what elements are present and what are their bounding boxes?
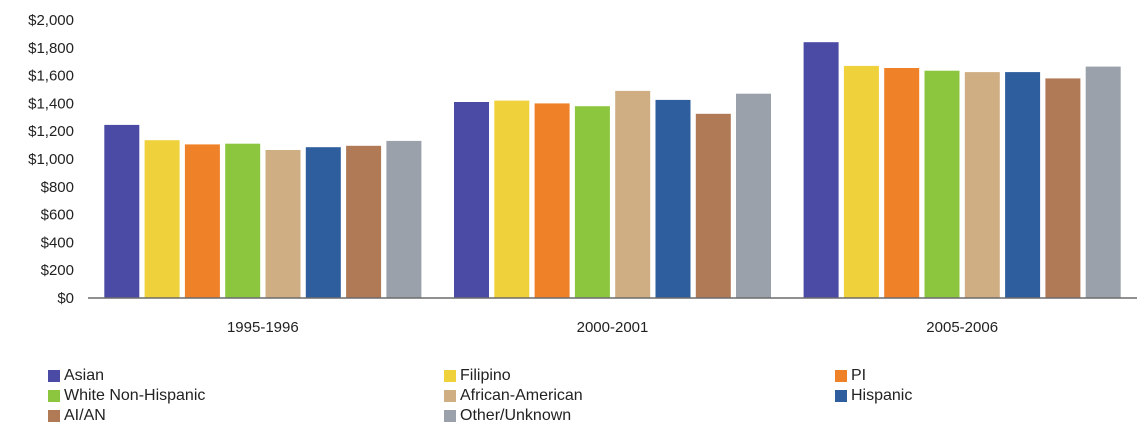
y-tick-label: $400 (41, 234, 74, 251)
y-tick-label: $1,400 (28, 95, 74, 112)
legend-label-ai-an: AI/AN (64, 407, 106, 424)
legend-item-african-american: African-American (444, 386, 583, 406)
legend-swatch-african-american (444, 390, 456, 402)
y-tick-label: $200 (41, 262, 74, 279)
legend-item-asian: Asian (48, 366, 104, 386)
y-tick-label: $1,000 (28, 151, 74, 168)
bar (494, 100, 530, 298)
bar (736, 93, 771, 298)
legend-label-african-american: African-American (460, 387, 583, 404)
bar (534, 103, 570, 299)
legend-item-ai-an: AI/AN (48, 406, 106, 426)
legend-item-other-unknown: Other/Unknown (444, 406, 571, 426)
y-tick-label: $2,000 (28, 12, 74, 29)
bar (1005, 72, 1041, 298)
bar (305, 147, 341, 298)
legend-swatch-white-non-hispanic (48, 390, 60, 402)
bar (843, 65, 879, 299)
legend-label-asian: Asian (64, 367, 105, 384)
y-tick-label: $0 (57, 290, 74, 307)
legend-item-white-non-hispanic: White Non-Hispanic (48, 386, 205, 406)
legend-label-pi: PI (851, 367, 867, 384)
legend-swatch-ai-an (48, 410, 60, 422)
bar (104, 124, 140, 299)
legend-label-filipino: Filipino (460, 367, 511, 384)
legend-item-filipino: Filipino (444, 366, 511, 386)
x-axis: 1995-1996 2000-2001 2005-2006 (227, 319, 998, 336)
bar (574, 106, 610, 298)
bar (803, 42, 839, 299)
legend-label-hispanic: Hispanic (851, 387, 913, 404)
bars (104, 42, 1121, 299)
legend-swatch-other-unknown (444, 410, 456, 422)
bar (454, 102, 489, 298)
legend-label-white-non-hispanic: White Non-Hispanic (64, 387, 206, 404)
legend-swatch-asian (48, 370, 60, 382)
y-tick-label: $600 (41, 207, 74, 224)
bar (884, 68, 920, 298)
bar (695, 113, 731, 298)
legend-swatch-pi (835, 370, 847, 382)
bar (386, 140, 422, 298)
bar (184, 144, 220, 298)
legend-item-hispanic: Hispanic (835, 386, 912, 406)
bar (225, 143, 261, 298)
bar (964, 72, 1000, 298)
x-tick-label: 2000-2001 (577, 319, 649, 336)
bar (655, 99, 691, 299)
x-tick-label: 1995-1996 (227, 319, 299, 336)
bar-chart: $0 $200 $400 $600 $800 $1,000 $1,200 $1,400 $1,6… (28, 12, 1137, 336)
y-tick-label: $1,800 (28, 40, 74, 57)
legend-item-pi: PI (835, 366, 866, 386)
legend-label-other-unknown: Other/Unknown (460, 407, 572, 424)
bar (346, 145, 382, 298)
legend: Asian Filipino PI White Non-Hispanic Afr… (48, 366, 1048, 428)
x-tick-label: 2005-2006 (926, 319, 998, 336)
y-tick-label: $1,600 (28, 68, 74, 85)
bar (144, 140, 180, 298)
bar (1045, 78, 1081, 299)
y-tick-label: $800 (41, 179, 74, 196)
y-axis: $0 $200 $400 $600 $800 $1,000 $1,200 $1,400 $1,6… (28, 12, 74, 307)
bar (615, 90, 651, 299)
bar (924, 70, 960, 298)
bar (265, 150, 301, 298)
bar (1085, 66, 1121, 298)
legend-swatch-filipino (444, 370, 456, 382)
legend-swatch-hispanic (835, 390, 847, 402)
y-tick-label: $1,200 (28, 123, 74, 140)
